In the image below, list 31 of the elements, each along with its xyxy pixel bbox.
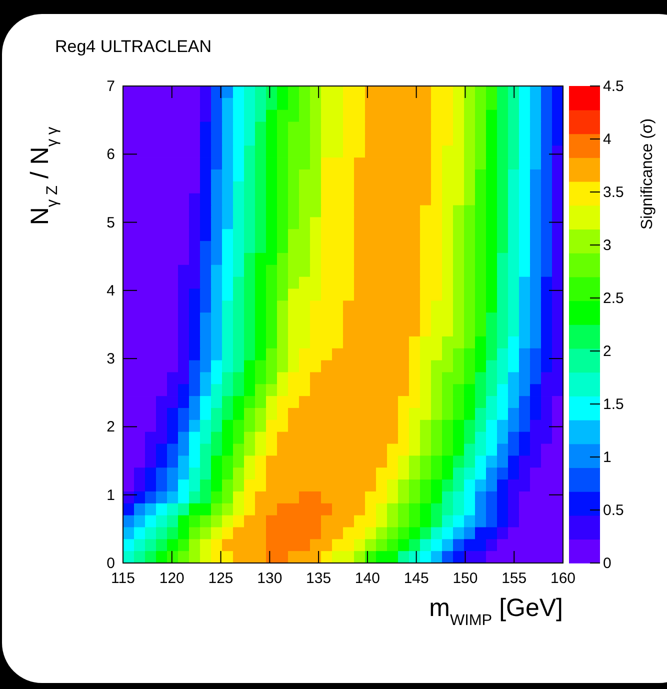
x-tick-label: 120	[159, 570, 184, 587]
x-axis-title: m$_{WIMP}$ [GeV]	[429, 594, 563, 628]
y-tick-label: 1	[106, 486, 115, 504]
y-tick-label: 5	[106, 214, 115, 232]
y-tick-label: 7	[106, 78, 115, 95]
chart-title: Reg4 ULTRACLEAN	[55, 37, 212, 56]
color-bar-label: 0.5	[603, 502, 624, 519]
y-tick-label: 6	[106, 146, 115, 164]
x-tick-label: 160	[550, 570, 576, 587]
color-bar-label: 1	[603, 449, 612, 466]
x-tick-label: 125	[208, 570, 234, 587]
x-tick-label: 155	[502, 570, 527, 587]
color-bar-label: 4	[603, 131, 612, 148]
color-bar-label: 4.5	[603, 78, 624, 95]
y-tick-label: 2	[106, 418, 115, 436]
x-tick-label: 130	[257, 570, 282, 587]
x-tick-label: 145	[404, 570, 429, 587]
color-bar-title: Significance (σ)	[639, 118, 656, 230]
color-bar-label: 3	[603, 237, 612, 254]
y-tick-label: 0	[106, 555, 115, 572]
color-bar-label: 1.5	[603, 396, 624, 413]
color-bar-label: 0	[603, 555, 612, 572]
color-bar-label: 3.5	[603, 184, 624, 201]
x-tick-label: 150	[452, 570, 478, 587]
color-bar-label: 2.5	[603, 290, 624, 307]
x-tick-label: 115	[111, 570, 135, 587]
color-bar-label: 2	[603, 343, 612, 360]
y-tick-label: 3	[106, 350, 115, 368]
y-tick-label: 4	[106, 282, 115, 300]
x-tick-label: 140	[354, 570, 380, 587]
x-tick-label: 135	[306, 570, 332, 587]
